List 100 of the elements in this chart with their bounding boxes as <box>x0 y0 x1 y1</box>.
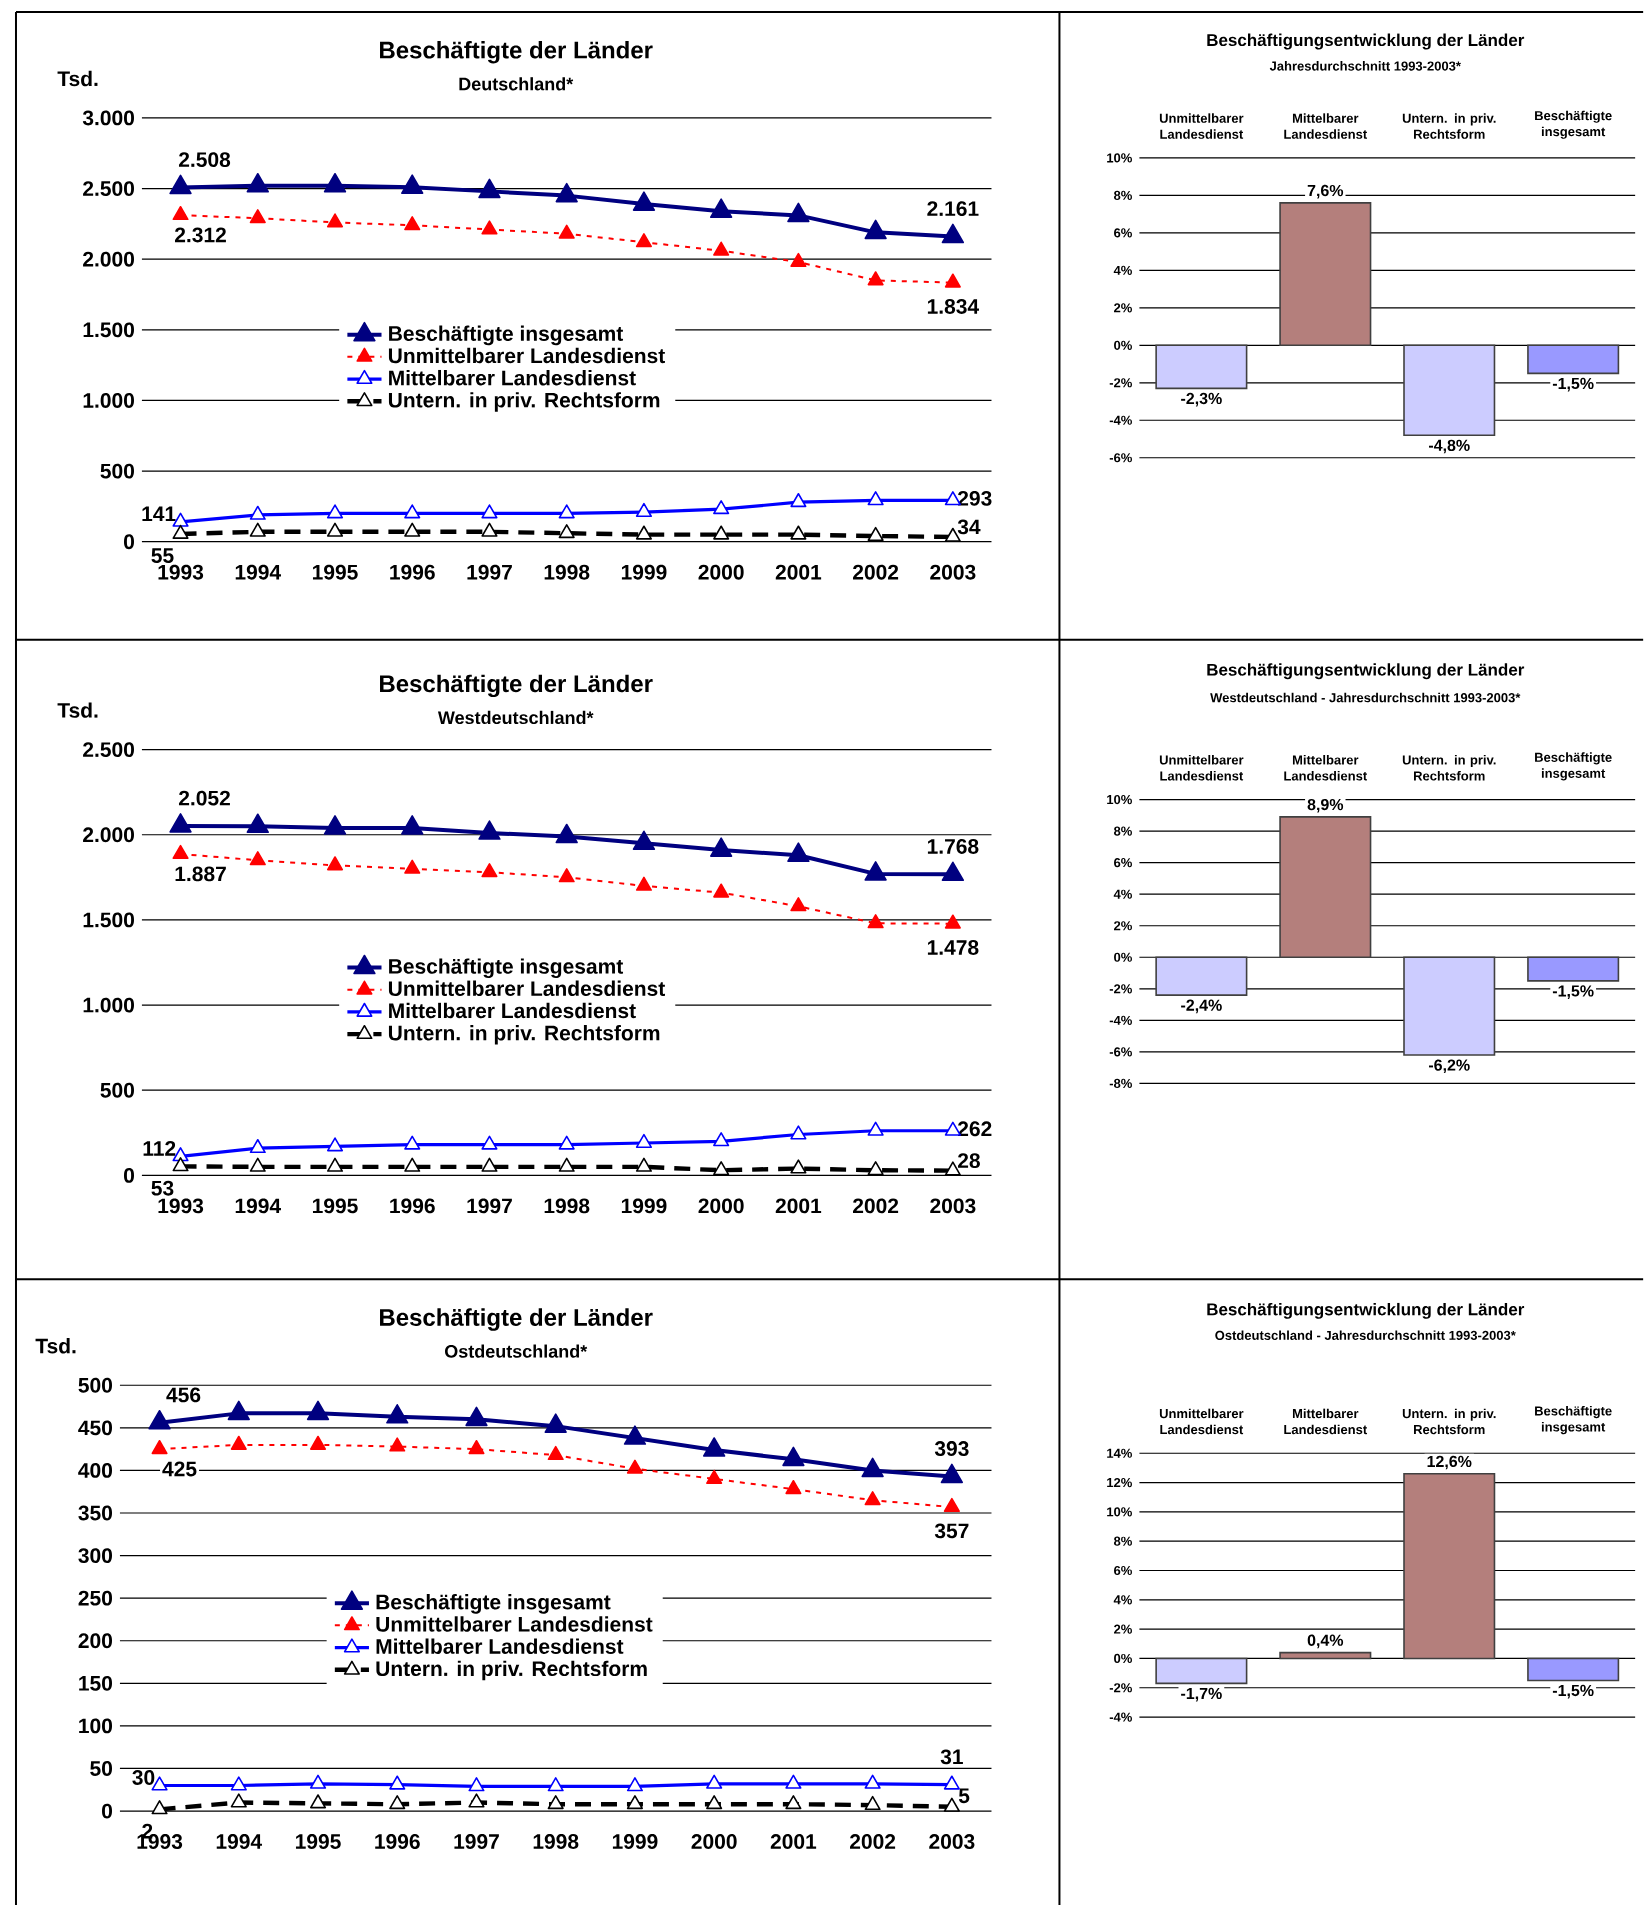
data-label: 262 <box>957 1121 992 1137</box>
point <box>713 1161 730 1176</box>
x-tick-label: 1998 <box>544 564 590 580</box>
data-label: 393 <box>934 1441 969 1457</box>
point <box>713 500 730 515</box>
y-axis-title: Tsd. <box>57 702 98 718</box>
point <box>481 220 498 235</box>
point <box>713 1132 730 1147</box>
data-label: 5 <box>958 1788 970 1804</box>
point <box>632 830 656 851</box>
data-label: 456 <box>166 1387 201 1403</box>
x-tick-label: 1996 <box>390 564 435 580</box>
legend-label: Unmittelbarer Landesdienst <box>376 1616 653 1632</box>
point <box>544 1413 567 1433</box>
point <box>558 224 575 239</box>
point <box>706 1774 723 1789</box>
point <box>481 522 498 537</box>
point <box>709 837 733 857</box>
data-label: 55 <box>151 548 174 563</box>
legend-label: Mittelbarer Landesdienst <box>389 369 636 386</box>
legend-label: Unmittelbarer Landesdienst <box>388 980 665 997</box>
y-tick-label: 450 <box>78 1420 112 1436</box>
data-label: 1.887 <box>175 866 226 882</box>
y-axis-title: Tsd. <box>35 1338 76 1354</box>
point <box>169 813 192 833</box>
point <box>249 505 266 520</box>
data-label: 112 <box>143 1140 176 1156</box>
point <box>635 1157 652 1172</box>
data-label: 31 <box>940 1749 963 1765</box>
point <box>400 815 424 835</box>
x-tick-label: 1993 <box>158 564 204 580</box>
point <box>151 1439 168 1455</box>
point <box>790 492 807 508</box>
x-tick-label: 1997 <box>467 1198 512 1214</box>
point <box>481 863 498 878</box>
point <box>555 182 578 203</box>
x-tick-label: 1993 <box>158 1198 204 1214</box>
point <box>940 1463 963 1484</box>
point <box>626 1795 643 1810</box>
point <box>547 1795 564 1810</box>
point <box>404 1135 421 1150</box>
point <box>309 1774 327 1789</box>
point <box>558 868 575 883</box>
point <box>782 1446 805 1467</box>
point <box>555 823 578 844</box>
point <box>706 1795 723 1810</box>
chart-title: Beschäftigte der Länder <box>379 1308 653 1331</box>
point <box>864 219 887 240</box>
point <box>864 1795 881 1811</box>
y-tick-label: 150 <box>79 1675 112 1691</box>
data-label: 2.161 <box>927 201 979 217</box>
point <box>626 1459 643 1474</box>
y-tick-label: 0 <box>123 1167 134 1183</box>
point <box>944 273 961 288</box>
point <box>326 504 344 519</box>
y-tick-label: 1.500 <box>83 322 134 338</box>
data-label: 28 <box>957 1153 980 1169</box>
point <box>404 1157 421 1172</box>
y-tick-label: 500 <box>78 1377 112 1393</box>
point <box>323 172 347 193</box>
point <box>558 504 575 519</box>
point <box>635 525 652 540</box>
point <box>481 504 498 519</box>
point <box>389 1437 406 1452</box>
y-tick-label: 350 <box>78 1505 112 1521</box>
x-tick-label: 1994 <box>235 564 281 580</box>
point <box>635 1133 652 1149</box>
point <box>713 883 730 898</box>
y-tick-label: 200 <box>78 1633 112 1649</box>
y-tick-label: 250 <box>78 1590 112 1606</box>
data-label: 53 <box>151 1180 174 1196</box>
point <box>478 178 501 199</box>
point <box>558 1135 575 1150</box>
x-tick-label: 2003 <box>930 564 976 580</box>
point <box>249 1157 266 1172</box>
data-label: 1.478 <box>927 940 979 955</box>
point <box>790 897 807 912</box>
x-tick-label: 2001 <box>770 1834 817 1849</box>
point <box>326 522 344 537</box>
point <box>385 1403 409 1424</box>
x-tick-label: 1998 <box>544 1198 590 1214</box>
chart-title: Beschäftigungsentwicklung der Länder <box>1207 663 1525 680</box>
bar <box>1527 1657 1620 1682</box>
point <box>326 1137 344 1152</box>
y-tick-label: 3.000 <box>82 110 134 126</box>
chart-title: Beschäftigungsentwicklung der Länder <box>1207 33 1525 50</box>
chart-subtitle: Ostdeutschland* <box>444 1344 588 1358</box>
x-tick-label: 1993 <box>137 1834 183 1849</box>
point <box>943 1775 960 1790</box>
x-tick-label: 2000 <box>691 1834 737 1849</box>
point <box>306 1400 330 1421</box>
y-tick-label: 1.000 <box>83 997 134 1013</box>
x-tick-label: 2002 <box>852 1198 899 1214</box>
point <box>626 1777 643 1792</box>
point <box>481 1157 498 1172</box>
point <box>404 522 421 537</box>
x-tick-label: 2003 <box>930 1198 976 1214</box>
point <box>943 1797 960 1812</box>
bar <box>1155 1657 1248 1685</box>
point <box>478 820 501 840</box>
